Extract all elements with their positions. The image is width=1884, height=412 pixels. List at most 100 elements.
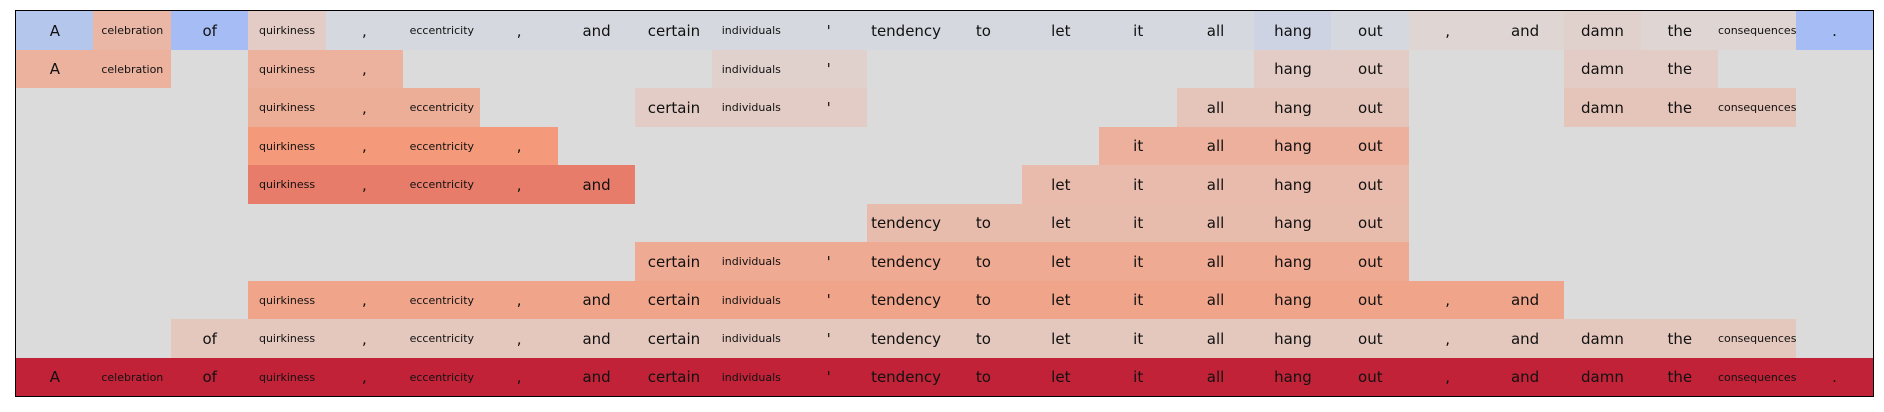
token-label: of — [202, 21, 217, 40]
heatmap-cell: let — [1021, 242, 1100, 281]
heatmap-cell — [1718, 49, 1797, 89]
heatmap-cell: tendency — [867, 319, 945, 358]
heatmap-cell: consequences — [1718, 88, 1796, 127]
heatmap-cell: individuals — [712, 242, 791, 281]
heatmap-cell: individuals — [712, 357, 791, 396]
heatmap-cell — [480, 242, 559, 281]
heatmap-cell: quirkiness — [248, 165, 326, 204]
token-label: hang — [1274, 98, 1312, 117]
token-label: , — [1445, 291, 1451, 309]
heatmap-cell: hang — [1254, 165, 1332, 204]
heatmap-cell — [16, 203, 94, 243]
heatmap-cell — [402, 203, 481, 243]
heatmap-cell: hang — [1254, 88, 1332, 127]
heatmap-cell — [944, 49, 1023, 89]
heatmap-cell: , — [325, 88, 404, 127]
heatmap-cell — [557, 203, 636, 243]
token-label: and — [582, 21, 611, 40]
token-label: ' — [826, 60, 831, 78]
heatmap-cell — [1718, 165, 1797, 204]
heatmap-cell: let — [1021, 165, 1100, 204]
heatmap-cell — [557, 88, 636, 127]
heatmap-cell — [480, 203, 559, 243]
token-label: the — [1667, 329, 1693, 348]
token-label: it — [1133, 137, 1144, 155]
heatmap-cell: ' — [789, 357, 868, 396]
heatmap-cell: all — [1176, 11, 1255, 50]
heatmap-cell — [789, 165, 868, 204]
heatmap-cell: all — [1176, 126, 1255, 166]
heatmap-cell: hang — [1254, 357, 1332, 396]
token-label: eccentricity — [409, 370, 475, 384]
heatmap-cell: damn — [1563, 49, 1642, 89]
token-label: quirkiness — [258, 332, 316, 345]
heatmap-cell: and — [1486, 357, 1564, 396]
heatmap-cell — [1718, 126, 1797, 166]
heatmap-cell: . — [1795, 11, 1873, 50]
heatmap-cell: it — [1099, 203, 1178, 243]
heatmap-cell — [712, 165, 791, 204]
heatmap-cell: certain — [635, 242, 713, 281]
token-label: and — [582, 175, 611, 194]
heatmap-cell — [1640, 126, 1719, 166]
token-label: consequences — [1717, 370, 1797, 384]
token-label: the — [1667, 60, 1693, 78]
heatmap-cell: A — [16, 49, 94, 89]
token-label: tendency — [871, 21, 942, 40]
heatmap-cell: , — [480, 165, 559, 204]
heatmap-cell — [93, 242, 172, 281]
heatmap-cell — [635, 49, 713, 89]
token-label: eccentricity — [409, 24, 475, 37]
heatmap-cell: all — [1176, 357, 1255, 396]
token-label: , — [516, 291, 522, 309]
token-label: , — [516, 21, 522, 40]
token-label: , — [1445, 21, 1451, 40]
heatmap-cell — [557, 126, 636, 166]
heatmap-cell: , — [480, 126, 559, 166]
heatmap-cell: tendency — [867, 203, 945, 243]
heatmap-cell: . — [1795, 357, 1873, 396]
heatmap-cell: to — [944, 357, 1023, 396]
heatmap-cell: ' — [789, 280, 868, 320]
token-label: tendency — [871, 329, 942, 348]
heatmap-cell: certain — [635, 11, 713, 50]
token-label: . — [1832, 368, 1837, 386]
token-label: , — [1445, 329, 1451, 348]
token-label: ' — [826, 329, 831, 348]
token-label: hang — [1274, 175, 1312, 194]
token-label: quirkiness — [258, 370, 316, 384]
heatmap-cell: it — [1099, 357, 1178, 396]
heatmap-cell — [402, 242, 481, 281]
heatmap-cell — [712, 126, 791, 166]
token-label: tendency — [871, 291, 942, 309]
token-label: and — [582, 291, 611, 309]
heatmap-cell — [170, 49, 249, 89]
heatmap-cell — [867, 165, 945, 204]
heatmap-cell: , — [325, 280, 404, 320]
heatmap-cell — [248, 242, 326, 281]
heatmap-cell: tendency — [867, 11, 945, 50]
token-label: individuals — [721, 101, 781, 114]
token-label: and — [1510, 329, 1540, 348]
heatmap-cell — [93, 165, 172, 204]
heatmap-cell: eccentricity — [402, 357, 481, 396]
token-label: out — [1358, 368, 1383, 386]
heatmap-cell: to — [944, 280, 1023, 320]
token-label: let — [1051, 368, 1071, 386]
token-label: , — [516, 368, 522, 386]
token-label: certain — [647, 252, 701, 271]
heatmap-cell: out — [1331, 88, 1410, 127]
token-label: certain — [647, 98, 701, 117]
heatmap-cell: let — [1021, 280, 1100, 320]
heatmap-cell: , — [1408, 357, 1487, 396]
heatmap-cell: , — [325, 126, 404, 166]
heatmap-cell — [1563, 280, 1642, 320]
token-label: of — [202, 368, 217, 386]
token-label: and — [1510, 21, 1540, 40]
heatmap-cell — [1408, 165, 1487, 204]
token-label: all — [1206, 291, 1225, 309]
heatmap-cell: , — [1408, 319, 1487, 358]
heatmap-cell — [1640, 280, 1719, 320]
token-label: hang — [1274, 214, 1312, 232]
heatmap-cell: and — [557, 11, 636, 50]
